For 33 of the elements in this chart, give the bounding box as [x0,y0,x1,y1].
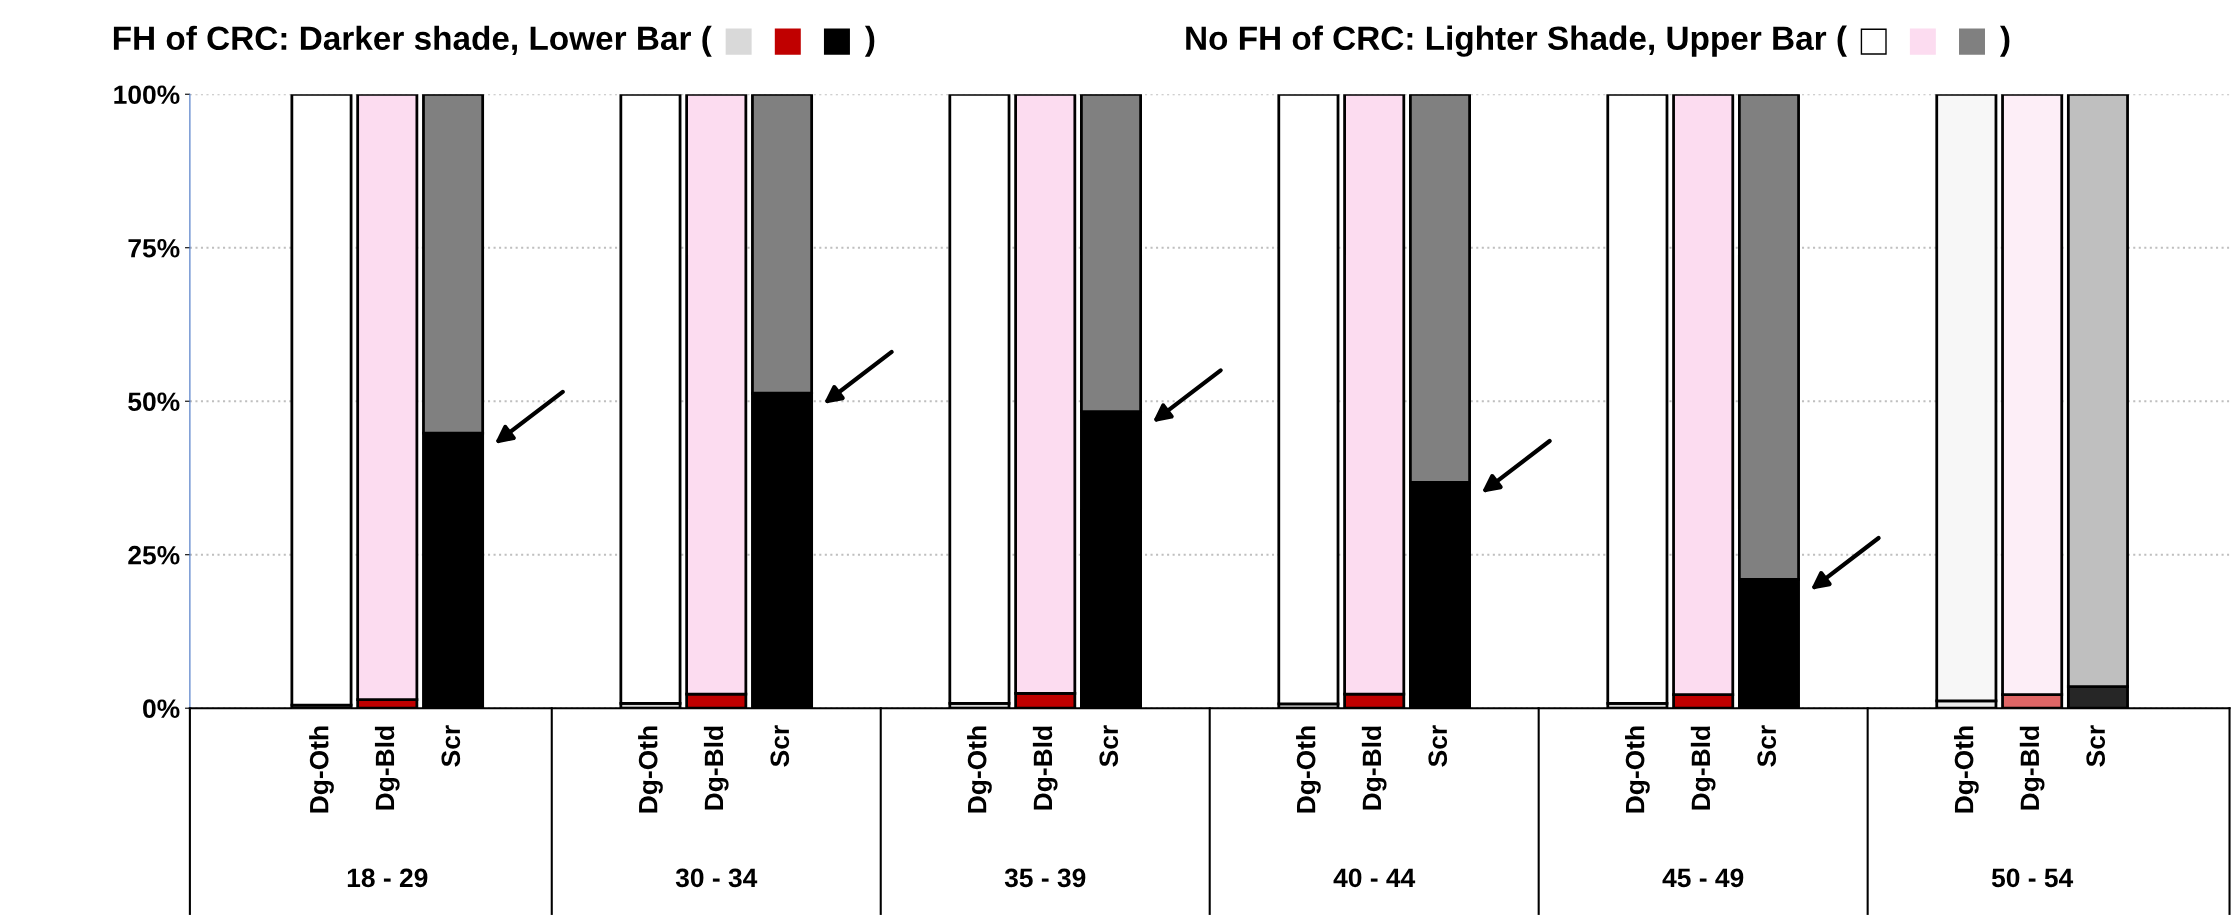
y-tick-label: 100% [114,85,180,105]
x-tick-label: Scr [441,725,461,767]
legend-label: FH of CRC: Darker shade, Lower Bar ( [113,25,712,57]
text: 45 - 49 [1662,868,1744,888]
x-tick-label: Dg-Oth [1625,726,1650,813]
x-tick-label: Dg-Oth [1296,726,1321,813]
x-tick-label: Scr [2086,725,2106,767]
text: ) [864,25,875,57]
x-tick-label: Scr [1428,725,1448,767]
x-tick-label: Dg-Bld [374,726,400,810]
x-tick-label: Dg-Bld [1361,726,1387,810]
x-tick-label: Dg-Bld [1690,726,1716,810]
text: 35 - 39 [1004,868,1086,888]
x-tick-label: Dg-Oth [638,726,663,813]
text: 18 - 29 [347,868,428,888]
legend-label: No FH of CRC: Lighter Shade, Upper Bar ( [1186,25,1847,57]
x-tick-label: Dg-Oth [309,726,334,813]
x-tick-label: Scr [1099,725,1119,767]
x-tick-label: Scr [770,725,790,767]
y-tick-label: 75% [128,238,180,258]
text: 50 - 54 [1991,868,2074,888]
text: 30 - 34 [675,868,758,888]
x-tick-label: Dg-Oth [967,726,992,813]
text: 40 - 44 [1333,868,1416,888]
y-tick-label: 50% [128,392,180,412]
x-tick-label: Dg-Bld [703,726,729,810]
x-tick-label: Dg-Bld [2019,726,2045,810]
x-tick-label: Scr [1757,725,1777,767]
y-tick-label: 25% [128,545,180,565]
x-tick-label: Dg-Bld [1032,726,1058,810]
text: ) [1999,25,2010,57]
x-tick-label: Dg-Oth [1953,726,1979,813]
y-tick-label: 0% [143,699,180,719]
